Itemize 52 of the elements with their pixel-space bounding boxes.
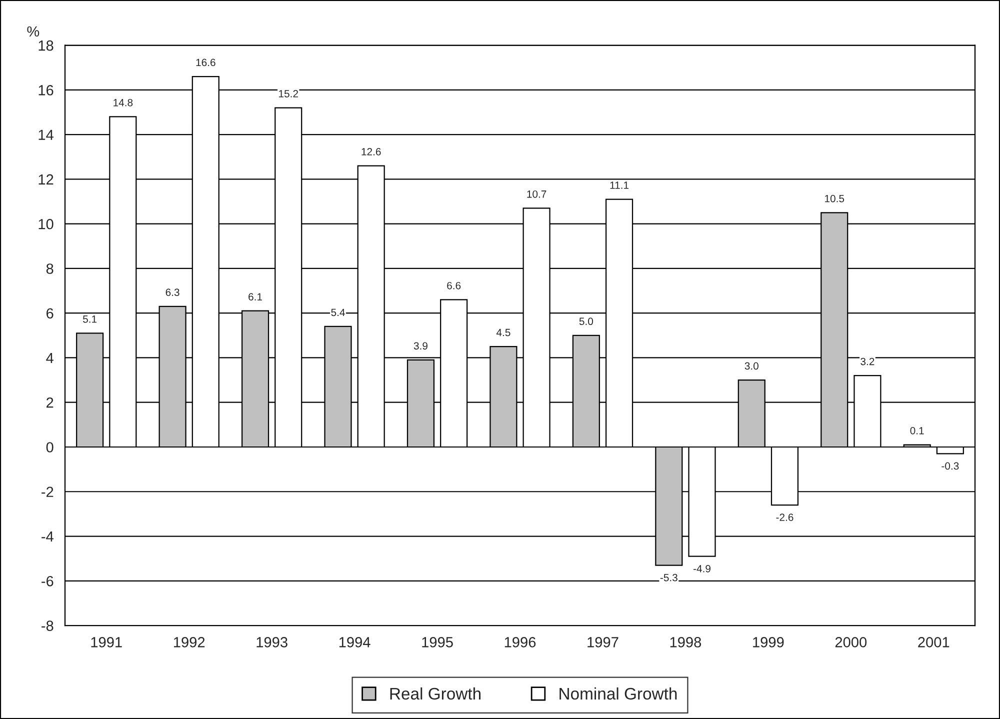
data-label: -4.9 — [693, 564, 710, 572]
x-tick-label: 1998 — [670, 637, 702, 648]
y-tick-label: 10 — [38, 218, 54, 230]
y-tick-label: 18 — [38, 40, 54, 51]
data-label: 10.7 — [527, 190, 546, 198]
y-tick-label: 4 — [46, 352, 54, 364]
y-tick-label: 8 — [46, 264, 54, 274]
data-label: 12.6 — [362, 148, 381, 156]
data-label: 14.8 — [114, 98, 133, 106]
y-tick-label: 6 — [46, 308, 54, 319]
x-tick-label: 1999 — [753, 637, 784, 648]
x-tick-label: 1995 — [422, 637, 453, 648]
x-tick-label: 1993 — [256, 637, 288, 648]
y-tick-label: 2 — [46, 397, 54, 408]
x-tick-label: 2000 — [835, 637, 867, 648]
data-label: 5.1 — [82, 316, 97, 323]
data-label: 3.2 — [860, 358, 874, 366]
x-tick-label: 2001 — [918, 637, 950, 648]
y-tick-label: -6 — [42, 576, 54, 586]
data-label: 5.0 — [579, 318, 594, 326]
y-tick-label: -2 — [42, 486, 54, 497]
y-tick-label: 16 — [38, 85, 54, 96]
bar — [936, 446, 964, 454]
data-label: 11.1 — [610, 182, 629, 189]
bar — [903, 444, 931, 448]
y-tick-label: 12 — [38, 174, 54, 184]
x-tick-label: 1992 — [174, 637, 205, 648]
data-label: 16.6 — [196, 58, 216, 66]
y-tick-label: 0 — [46, 442, 54, 452]
data-label: 6.1 — [248, 293, 262, 300]
x-tick-label: 1991 — [91, 637, 122, 648]
data-label: -2.6 — [776, 514, 794, 522]
data-label: 3.9 — [414, 342, 428, 350]
y-tick-label: -4 — [42, 532, 54, 542]
data-label: -0.3 — [942, 462, 959, 470]
data-label: 5.4 — [331, 308, 345, 316]
data-label: 15.2 — [279, 90, 298, 98]
x-tick-label: 1997 — [588, 637, 618, 648]
y-tick-label: -8 — [42, 620, 54, 631]
data-label: 6.3 — [166, 288, 180, 296]
data-label: 4.5 — [496, 328, 510, 336]
data-label: 0.1 — [910, 426, 924, 434]
y-axis-title: % — [27, 26, 40, 37]
x-tick-label: 1994 — [339, 637, 370, 648]
y-tick-label: 14 — [38, 130, 54, 140]
x-tick-label: 1996 — [504, 637, 536, 648]
data-label: 10.5 — [825, 194, 844, 202]
data-label: 3.0 — [744, 362, 758, 370]
legend-label: Nominal Growth — [560, 687, 677, 700]
legend-label: Real Growth — [390, 687, 480, 700]
data-label: -5.3 — [660, 574, 678, 582]
data-label: 6.6 — [447, 282, 461, 290]
